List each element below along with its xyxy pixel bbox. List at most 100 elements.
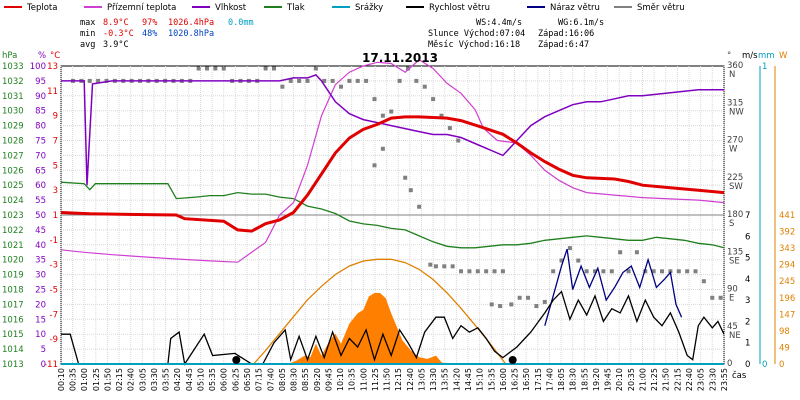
humidity-tick-label: 30 — [35, 271, 46, 281]
wind-unit: m/s — [742, 51, 758, 61]
hpa-tick-label: 1033 — [2, 62, 24, 72]
solar-unit: W — [779, 51, 788, 61]
time-tick-label: 03:30 — [150, 368, 159, 391]
time-tick-label: 18:30 — [569, 368, 578, 391]
hpa-tick-label: 1027 — [2, 151, 24, 161]
wind-direction-point — [456, 138, 461, 143]
temperature-tick-label: -11 — [44, 360, 58, 370]
sun-event-marker — [508, 356, 517, 364]
chart-title: 17.11.2013 — [362, 51, 438, 65]
solar-tick-label: 147 — [779, 310, 795, 320]
humidity-tick-label: 40 — [35, 241, 46, 251]
time-tick-label: 01:00 — [80, 368, 89, 391]
time-tick-label: 23:55 — [720, 368, 729, 391]
hpa-tick-label: 1032 — [2, 77, 24, 87]
wind-direction-point — [439, 113, 444, 118]
legend-label: Tlak — [286, 3, 305, 13]
legend-label: Směr větru — [637, 3, 685, 13]
wind-direction-point — [347, 78, 352, 83]
stats-temperature: 3.9°C — [103, 40, 129, 50]
hpa-tick-label: 1020 — [2, 256, 24, 266]
direction-tick-label: 45 — [727, 322, 738, 332]
wind-direction-point — [355, 78, 360, 83]
solar-tick-label: 441 — [779, 211, 795, 221]
wind-direction-point — [96, 78, 101, 83]
direction-unit: ° — [727, 51, 731, 61]
time-tick-label: 19:20 — [592, 368, 601, 391]
hpa-tick-label: 1021 — [2, 241, 24, 251]
humidity-tick-label: 75 — [35, 137, 46, 147]
wind-direction-point — [710, 295, 715, 300]
hpa-tick-label: 1015 — [2, 330, 24, 340]
wind-direction-point — [718, 295, 723, 300]
wind-direction-point — [372, 163, 377, 168]
wind-direction-point — [685, 269, 690, 274]
time-tick-label: 03:55 — [162, 368, 171, 391]
wind-direction-point — [484, 269, 489, 274]
temperature-tick-label: -5 — [50, 286, 58, 296]
temperature-tick-label: 9 — [53, 112, 58, 122]
stats-sunset: Západ:16:06 — [538, 29, 594, 39]
direction-compass-label: S — [729, 219, 734, 229]
direction-tick-label: 180 — [727, 210, 743, 220]
humidity-tick-label: 80 — [35, 122, 46, 132]
stats-row-label: max — [80, 18, 95, 28]
wind-direction-point — [389, 109, 394, 114]
hpa-tick-label: 1022 — [2, 226, 24, 236]
stats-temperature: 8.9°C — [103, 18, 129, 28]
time-tick-label: 08:05 — [278, 368, 287, 391]
wind-direction-point — [196, 66, 201, 71]
time-tick-label: 11:00 — [359, 368, 368, 391]
wind-direction-point — [567, 246, 572, 251]
temperature-tick-label: 13 — [47, 62, 58, 72]
hpa-tick-label: 1029 — [2, 122, 24, 132]
wind-direction-point — [459, 269, 464, 274]
time-tick-label: 04:45 — [185, 368, 194, 391]
time-tick-label: 21:25 — [650, 368, 659, 391]
direction-compass-label: W — [729, 145, 738, 155]
hpa-tick-label: 1013 — [2, 360, 24, 370]
wind-direction-point — [271, 66, 276, 71]
wind-direction-point — [542, 299, 547, 304]
time-tick-label: 10:35 — [348, 368, 357, 391]
legend-label: Rychlost větru — [429, 3, 490, 13]
time-tick-label: 21:50 — [662, 368, 671, 391]
wind-direction-point — [634, 250, 639, 255]
direction-compass-label: NE — [729, 331, 741, 341]
temperature-tick-label: 1 — [53, 211, 58, 221]
wind-direction-point — [651, 269, 656, 274]
wind-tick-label: 2 — [745, 317, 750, 327]
wind-direction-point — [492, 269, 497, 274]
wind-direction-point — [213, 66, 218, 71]
time-tick-label: 00:35 — [69, 368, 78, 391]
direction-compass-label: N — [729, 70, 735, 80]
wind-direction-point — [414, 78, 419, 83]
hpa-tick-label: 1019 — [2, 271, 24, 281]
time-tick-label: 16:00 — [499, 368, 508, 391]
hpa-tick-label: 1016 — [2, 315, 24, 325]
time-tick-label: 06:00 — [220, 368, 229, 391]
wind-tick-label: 5 — [745, 254, 750, 264]
wind-direction-point — [593, 269, 598, 274]
stats-temperature: -0.3°C — [103, 29, 134, 39]
wind-direction-point — [450, 264, 455, 269]
wind-direction-point — [693, 269, 698, 274]
temperature-tick-label: -9 — [50, 335, 58, 345]
hpa-tick-label: 1017 — [2, 300, 24, 310]
time-tick-label: 17:15 — [534, 368, 543, 391]
time-tick-label: 22:15 — [673, 368, 682, 391]
solar-tick-label: 245 — [779, 277, 795, 287]
stats-sunrise: Slunce Východ:07:04 — [428, 29, 525, 39]
time-tick-label: 22:40 — [685, 368, 694, 391]
stats-wind-speed: WS:4.4m/s — [476, 18, 522, 28]
stats-pressure: 1026.4hPa — [168, 18, 214, 28]
time-tick-label: 20:10 — [615, 368, 624, 391]
solar-tick-label: 49 — [779, 343, 790, 353]
time-tick-label: 23:05 — [697, 368, 706, 391]
axes-layer: 1033103210311030102910281027102610251024… — [2, 51, 795, 391]
solar-tick-label: 392 — [779, 228, 795, 238]
time-tick-label: 01:25 — [92, 368, 101, 391]
time-tick-label: 06:25 — [231, 368, 240, 391]
wind-direction-point — [643, 269, 648, 274]
